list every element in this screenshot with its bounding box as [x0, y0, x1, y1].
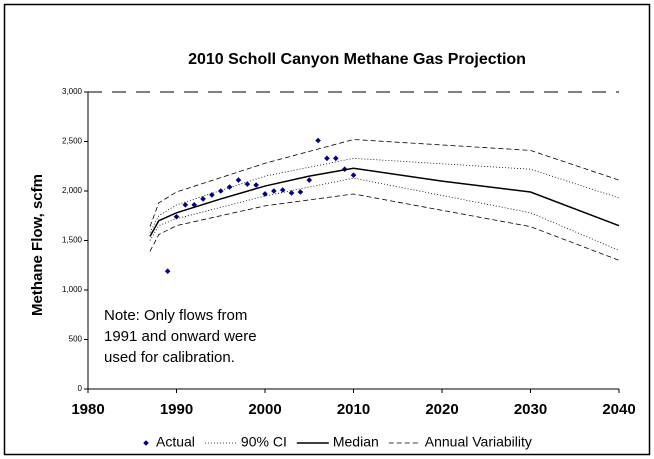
legend-label: 90% CI [241, 434, 287, 450]
data-point [297, 189, 304, 195]
data-point [279, 187, 286, 193]
data-point [288, 190, 295, 196]
band-line [149, 157, 620, 233]
data-point [333, 155, 339, 162]
legend-marker [143, 440, 149, 446]
chart-title: 2010 Scholl Canyon Methane Gas Projectio… [188, 51, 526, 68]
y-tick-label: 500 [69, 335, 83, 344]
legend-label: Actual [156, 434, 195, 450]
data-point [173, 213, 180, 220]
chart-border [3, 3, 651, 456]
annotation: used for calibration. [104, 349, 235, 366]
data-point [191, 202, 197, 208]
y-tick-label: 3,000 [62, 87, 83, 96]
data-point [182, 202, 189, 208]
legend-label: Annual Variability [425, 434, 532, 450]
annotation: 1991 and onward were [104, 328, 257, 345]
median-line [149, 167, 620, 237]
data-point [244, 181, 251, 187]
data-point [164, 268, 171, 274]
data-point [253, 182, 259, 188]
x-tick-label: 2010 [337, 401, 370, 418]
data-point [235, 177, 242, 183]
x-tick-label: 2030 [514, 401, 547, 418]
x-tick-label: 1980 [71, 401, 104, 418]
y-tick-label: 0 [78, 384, 83, 393]
data-point [200, 196, 206, 202]
x-tick-label: 2040 [602, 401, 635, 418]
data-point [306, 177, 313, 183]
x-tick-label: 1990 [160, 401, 193, 418]
annotation: Note: Only flows from [104, 307, 247, 324]
data-point [324, 155, 330, 162]
band-line [149, 139, 620, 227]
y-tick-label: 1,000 [62, 285, 83, 294]
y-tick-label: 2,500 [62, 137, 83, 146]
data-point [209, 192, 215, 198]
data-point [226, 184, 233, 190]
x-tick-label: 2020 [425, 401, 458, 418]
legend-label: Median [333, 434, 379, 450]
y-axis-label: Methane Flow, scfm [29, 174, 46, 316]
data-point [271, 188, 277, 194]
y-tick-label: 2,000 [62, 186, 83, 195]
data-point [315, 137, 321, 144]
data-point [217, 188, 224, 194]
x-tick-label: 2000 [248, 401, 281, 418]
band-line [149, 193, 620, 261]
data-point [350, 172, 357, 178]
y-tick-label: 1,500 [62, 236, 83, 245]
